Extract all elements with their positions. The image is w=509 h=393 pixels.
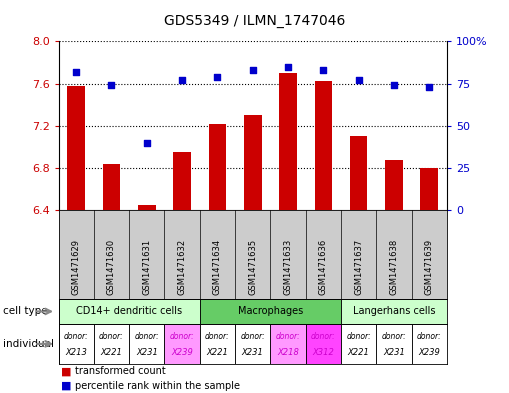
Text: X231: X231 bbox=[242, 348, 264, 357]
Bar bbox=[67, 86, 85, 210]
Text: GSM1471630: GSM1471630 bbox=[107, 239, 116, 295]
Text: GSM1471639: GSM1471639 bbox=[425, 239, 434, 295]
Text: X231: X231 bbox=[136, 348, 158, 357]
Text: GSM1471634: GSM1471634 bbox=[213, 239, 222, 295]
Text: individual: individual bbox=[3, 339, 53, 349]
Bar bbox=[385, 160, 403, 210]
Bar bbox=[173, 152, 191, 210]
FancyBboxPatch shape bbox=[200, 324, 235, 364]
Text: X218: X218 bbox=[277, 348, 299, 357]
Text: X239: X239 bbox=[418, 348, 440, 357]
FancyBboxPatch shape bbox=[59, 299, 200, 324]
Point bbox=[284, 63, 292, 70]
Text: X221: X221 bbox=[348, 348, 370, 357]
FancyBboxPatch shape bbox=[129, 324, 164, 364]
Text: GDS5349 / ILMN_1747046: GDS5349 / ILMN_1747046 bbox=[164, 14, 345, 28]
Text: donor:: donor: bbox=[240, 332, 265, 341]
FancyBboxPatch shape bbox=[341, 299, 447, 324]
FancyBboxPatch shape bbox=[164, 324, 200, 364]
FancyBboxPatch shape bbox=[376, 324, 412, 364]
Text: GSM1471632: GSM1471632 bbox=[178, 239, 187, 295]
Bar bbox=[209, 124, 226, 210]
Point bbox=[143, 140, 151, 146]
Point bbox=[213, 73, 221, 80]
Text: ■: ■ bbox=[61, 381, 72, 391]
Text: donor:: donor: bbox=[382, 332, 406, 341]
Text: Macrophages: Macrophages bbox=[238, 307, 303, 316]
Point bbox=[319, 67, 327, 73]
Text: donor:: donor: bbox=[311, 332, 336, 341]
Bar bbox=[138, 205, 156, 210]
Text: donor:: donor: bbox=[205, 332, 230, 341]
Text: X239: X239 bbox=[171, 348, 193, 357]
Bar bbox=[103, 164, 120, 210]
Text: cell type: cell type bbox=[3, 307, 47, 316]
Bar bbox=[315, 81, 332, 210]
Text: transformed count: transformed count bbox=[75, 366, 166, 376]
Bar bbox=[279, 73, 297, 210]
Text: donor:: donor: bbox=[169, 332, 194, 341]
Bar bbox=[350, 136, 367, 210]
Text: X312: X312 bbox=[313, 348, 334, 357]
Text: GSM1471637: GSM1471637 bbox=[354, 239, 363, 295]
Bar bbox=[420, 168, 438, 210]
FancyBboxPatch shape bbox=[59, 324, 94, 364]
Text: X221: X221 bbox=[101, 348, 123, 357]
FancyBboxPatch shape bbox=[341, 324, 376, 364]
FancyBboxPatch shape bbox=[306, 324, 341, 364]
Text: X221: X221 bbox=[207, 348, 229, 357]
Text: X231: X231 bbox=[383, 348, 405, 357]
Point bbox=[248, 67, 257, 73]
Text: donor:: donor: bbox=[276, 332, 300, 341]
Point bbox=[178, 77, 186, 83]
Text: donor:: donor: bbox=[346, 332, 371, 341]
Point bbox=[425, 84, 433, 90]
FancyBboxPatch shape bbox=[412, 324, 447, 364]
Text: percentile rank within the sample: percentile rank within the sample bbox=[75, 381, 240, 391]
Point bbox=[72, 68, 80, 75]
Text: GSM1471635: GSM1471635 bbox=[248, 239, 257, 295]
Bar bbox=[244, 115, 262, 210]
FancyBboxPatch shape bbox=[235, 324, 270, 364]
Text: donor:: donor: bbox=[64, 332, 89, 341]
Text: GSM1471638: GSM1471638 bbox=[389, 239, 399, 295]
Text: GSM1471629: GSM1471629 bbox=[72, 239, 81, 295]
FancyBboxPatch shape bbox=[270, 324, 306, 364]
FancyBboxPatch shape bbox=[200, 299, 341, 324]
Text: donor:: donor: bbox=[99, 332, 124, 341]
Text: GSM1471633: GSM1471633 bbox=[284, 239, 293, 295]
Text: donor:: donor: bbox=[134, 332, 159, 341]
Point bbox=[107, 82, 116, 88]
Text: CD14+ dendritic cells: CD14+ dendritic cells bbox=[76, 307, 182, 316]
Point bbox=[390, 82, 398, 88]
FancyBboxPatch shape bbox=[94, 324, 129, 364]
Point bbox=[355, 77, 363, 83]
Text: GSM1471636: GSM1471636 bbox=[319, 239, 328, 295]
Text: donor:: donor: bbox=[417, 332, 442, 341]
Text: Langerhans cells: Langerhans cells bbox=[353, 307, 435, 316]
Text: X213: X213 bbox=[65, 348, 87, 357]
Text: ■: ■ bbox=[61, 366, 72, 376]
Text: GSM1471631: GSM1471631 bbox=[143, 239, 151, 295]
